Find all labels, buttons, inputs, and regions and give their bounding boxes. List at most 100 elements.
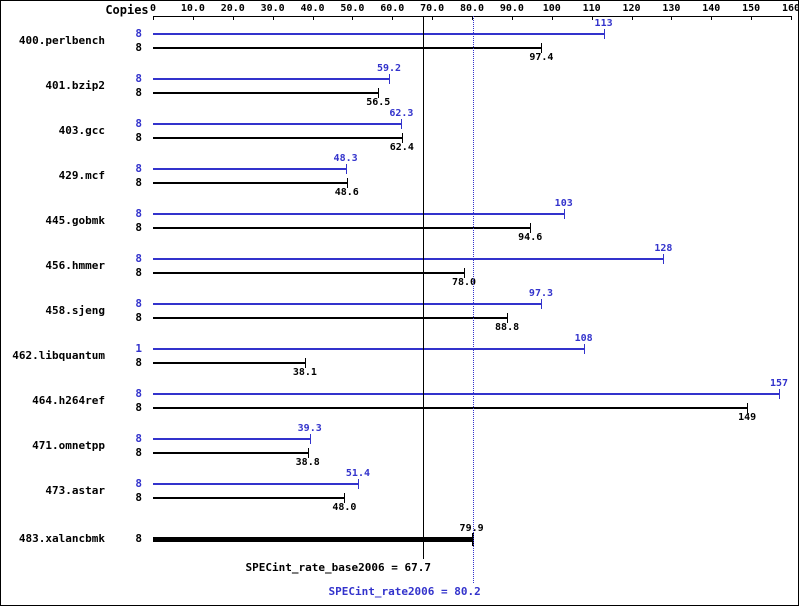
benchmark-name: 473.astar — [45, 484, 105, 497]
x-tick-label: 120 — [622, 3, 641, 14]
copies-label-base: 8 — [135, 41, 142, 54]
peak-bar — [153, 348, 584, 350]
base-value-label: 78.0 — [451, 277, 477, 288]
peak-value-label: 108 — [574, 333, 593, 344]
copies-label-base: 8 — [135, 356, 142, 369]
benchmark-name: 456.hmmer — [45, 259, 105, 272]
reference-line-peak-mean — [472, 16, 474, 583]
base-bar-end-cap — [541, 43, 543, 53]
reference-line-label-base-mean: SPECint_rate_base2006 = 67.7 — [245, 561, 431, 574]
x-tick-mark — [511, 16, 513, 20]
copies-label-base: 8 — [135, 491, 142, 504]
copies-label-peak: 1 — [135, 342, 142, 355]
x-tick-mark — [232, 16, 234, 20]
peak-value-label: 39.3 — [297, 423, 322, 434]
x-tick-mark — [352, 16, 354, 20]
peak-bar — [153, 123, 402, 125]
copies-label-peak: 8 — [135, 72, 142, 85]
copies-column-header: Copies — [105, 3, 149, 17]
x-tick-label: 80.0 — [459, 3, 485, 14]
x-tick-mark — [751, 16, 753, 20]
copies-label-peak: 8 — [135, 297, 142, 310]
x-tick-mark — [432, 16, 434, 20]
peak-value-label: 113 — [594, 18, 613, 29]
copies-label-peak: 8 — [135, 117, 142, 130]
base-bar — [153, 452, 308, 454]
benchmark-name: 445.gobmk — [45, 214, 105, 227]
copies-label-base: 8 — [135, 86, 142, 99]
benchmark-name: 401.bzip2 — [45, 79, 105, 92]
x-tick-mark — [312, 16, 314, 20]
base-value-label: 38.1 — [292, 367, 317, 378]
peak-bar-end-cap — [357, 479, 359, 489]
x-tick-label: 50.0 — [340, 3, 365, 14]
base-bar-end-cap — [507, 313, 509, 323]
peak-bar-end-cap — [309, 434, 311, 444]
benchmark-name: 462.libquantum — [12, 349, 105, 362]
base-bar-end-cap — [401, 133, 403, 143]
copies-label-peak: 8 — [135, 27, 142, 40]
peak-bar — [153, 483, 358, 485]
benchmark-name: 471.omnetpp — [32, 439, 105, 452]
base-bar-end-cap — [464, 268, 466, 278]
reference-line-base-mean — [422, 16, 424, 559]
base-bar — [153, 272, 465, 274]
benchmark-name: 458.sjeng — [45, 304, 105, 317]
peak-bar — [153, 303, 541, 305]
copies-label-peak: 8 — [135, 162, 142, 175]
benchmark-name: 464.h264ref — [32, 394, 105, 407]
copies-label-base: 8 — [135, 176, 142, 189]
peak-value-label: 157 — [770, 378, 789, 389]
peak-bar-end-cap — [401, 119, 403, 129]
peak-value-label: 59.2 — [377, 63, 402, 74]
x-tick-label: 30.0 — [260, 3, 285, 14]
base-value-label: 48.0 — [332, 502, 357, 513]
copies-label-peak: 8 — [135, 207, 142, 220]
base-bar — [153, 47, 542, 49]
x-tick-label: 140 — [702, 3, 721, 14]
peak-value-label: 51.4 — [345, 468, 370, 479]
copies-label-base: 8 — [135, 401, 142, 414]
base-bar-end-cap — [471, 532, 474, 546]
benchmark-name: 403.gcc — [58, 124, 105, 137]
peak-bar-end-cap — [603, 29, 605, 39]
base-value-label: 38.8 — [295, 457, 320, 468]
x-tick-label: 70.0 — [420, 3, 445, 14]
peak-bar — [153, 393, 780, 395]
base-value-label: 56.5 — [366, 97, 391, 108]
x-tick-mark — [192, 16, 194, 20]
x-tick-label: 10.0 — [180, 3, 205, 14]
base-bar — [153, 137, 402, 139]
peak-bar — [153, 213, 564, 215]
base-bar-end-cap — [344, 493, 346, 503]
x-tick-label: 90.0 — [499, 3, 524, 14]
copies-label-base: 8 — [135, 532, 142, 545]
x-tick-mark — [551, 16, 553, 20]
base-bar-end-cap — [530, 223, 532, 233]
x-tick-mark — [472, 16, 473, 20]
x-tick-label: 150 — [742, 3, 761, 14]
base-bar — [153, 536, 472, 542]
copies-label-base: 8 — [135, 311, 142, 324]
base-value-label: 88.8 — [495, 322, 520, 333]
base-value-label: 149 — [738, 412, 757, 423]
peak-bar-end-cap — [540, 299, 542, 309]
base-value-label: 62.4 — [389, 142, 414, 153]
x-tick-mark — [631, 16, 633, 20]
base-bar — [153, 92, 379, 94]
copies-label-peak: 8 — [135, 387, 142, 400]
base-bar-end-cap — [378, 88, 380, 98]
x-tick-label: 0 — [149, 3, 157, 14]
peak-bar — [153, 78, 390, 80]
x-tick-label: 60.0 — [380, 3, 405, 14]
base-bar — [153, 227, 531, 229]
x-tick-mark — [591, 16, 593, 20]
peak-bar-end-cap — [345, 164, 347, 174]
copies-label-base: 8 — [135, 131, 142, 144]
base-bar — [153, 407, 748, 409]
x-tick-mark — [791, 16, 792, 20]
base-bar — [153, 182, 347, 184]
x-tick-label: 100 — [542, 3, 561, 14]
base-bar — [153, 362, 305, 364]
